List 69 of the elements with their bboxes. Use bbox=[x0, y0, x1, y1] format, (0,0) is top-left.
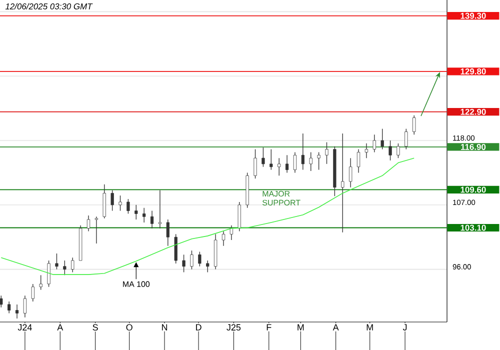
candlestick bbox=[309, 152, 312, 172]
candlestick bbox=[198, 251, 202, 267]
candlestick bbox=[126, 198, 130, 214]
x-tick-label: D bbox=[196, 324, 202, 330]
ref-line-label: 109.60 bbox=[460, 186, 486, 193]
candlestick bbox=[134, 204, 138, 220]
x-tick-label: A bbox=[57, 324, 64, 330]
chart-title: 12/06/2025 03:30 GMT bbox=[5, 3, 93, 10]
candlestick bbox=[262, 147, 265, 168]
candlestick bbox=[0, 295, 3, 308]
candlestick bbox=[301, 133, 304, 170]
candlestick bbox=[238, 202, 241, 232]
candlestick bbox=[150, 210, 154, 229]
candlestick bbox=[174, 234, 178, 264]
candlestick bbox=[230, 225, 234, 240]
x-tick-label: F bbox=[266, 324, 272, 330]
line-series bbox=[0, 158, 415, 275]
candlestick bbox=[142, 207, 146, 223]
x-tick-label: M bbox=[298, 324, 304, 330]
x-tick-label: N bbox=[162, 324, 168, 330]
candlestick bbox=[372, 134, 376, 153]
ref-line-label: 122.90 bbox=[460, 108, 486, 115]
candlestick bbox=[8, 301, 11, 314]
candlestick bbox=[31, 284, 34, 302]
x-tick-label: J25 bbox=[226, 324, 241, 331]
candlestick bbox=[158, 190, 162, 229]
candlestick bbox=[325, 142, 328, 164]
candlestick bbox=[55, 253, 58, 270]
candlestick bbox=[285, 154, 289, 174]
x-tick-label: J24 bbox=[18, 324, 32, 331]
candlestick bbox=[63, 260, 66, 276]
candlestick bbox=[270, 148, 273, 170]
candlestick bbox=[293, 152, 297, 174]
x-tick-label: O bbox=[126, 324, 132, 331]
x-tick-label: A bbox=[332, 324, 339, 330]
candlestick bbox=[110, 190, 114, 212]
candlestick bbox=[254, 148, 257, 179]
candlestick bbox=[356, 148, 360, 174]
candlestick bbox=[412, 114, 416, 135]
candlestick bbox=[364, 143, 368, 158]
candlestick bbox=[86, 215, 90, 232]
candlestick bbox=[71, 257, 74, 273]
candlestick bbox=[166, 219, 170, 246]
candlestick bbox=[388, 140, 392, 161]
candlestick bbox=[15, 304, 19, 319]
candlestick bbox=[380, 128, 384, 150]
candlestick bbox=[206, 260, 210, 273]
ref-line-label: 116.90 bbox=[461, 144, 486, 150]
x-tick-label: M bbox=[366, 324, 373, 330]
ref-line-label: 139.30 bbox=[460, 12, 486, 19]
candlestick bbox=[404, 128, 408, 150]
candlestick bbox=[396, 143, 400, 158]
candlestick bbox=[278, 158, 281, 176]
ref-line-label: 129.80 bbox=[460, 68, 486, 74]
candlestick bbox=[47, 260, 50, 288]
ref-line-label: 103.10 bbox=[460, 224, 486, 231]
x-tick-label: S bbox=[92, 324, 98, 331]
candlestick bbox=[102, 184, 106, 219]
candlestick bbox=[349, 158, 352, 188]
candlestick bbox=[222, 230, 226, 246]
candlestick bbox=[118, 195, 122, 212]
x-tick-label: J bbox=[402, 324, 407, 330]
candlestick bbox=[341, 133, 344, 233]
candlestick bbox=[190, 250, 194, 270]
candlestick bbox=[94, 216, 98, 244]
candlestick bbox=[317, 152, 320, 170]
candlestick bbox=[23, 295, 27, 318]
candlestick bbox=[182, 254, 186, 273]
candlestick bbox=[39, 274, 42, 290]
